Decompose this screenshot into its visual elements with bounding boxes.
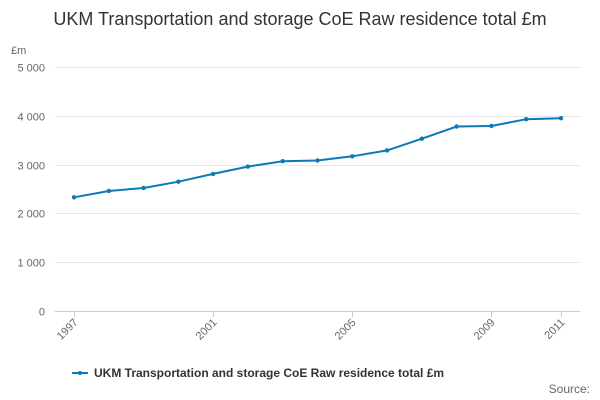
gridlines bbox=[55, 67, 580, 312]
data-point bbox=[245, 164, 251, 169]
data-point bbox=[106, 188, 112, 194]
legend-label: UKM Transportation and storage CoE Raw r… bbox=[94, 366, 445, 380]
legend-line-marker-icon bbox=[72, 367, 88, 379]
y-tick-label: 5 000 bbox=[17, 63, 45, 75]
series-line bbox=[73, 117, 562, 199]
data-point bbox=[141, 185, 146, 191]
source-label: Source: bbox=[548, 382, 590, 396]
legend[interactable]: UKM Transportation and storage CoE Raw r… bbox=[72, 366, 444, 380]
x-tick-label: 2001 bbox=[194, 317, 220, 343]
y-axis-unit-label: £m bbox=[11, 45, 27, 57]
x-tick-label: 2009 bbox=[472, 317, 498, 343]
data-point bbox=[384, 148, 390, 153]
chart-title: UKM Transportation and storage CoE Raw r… bbox=[53, 9, 547, 29]
data-point bbox=[454, 124, 459, 129]
data-point bbox=[176, 179, 181, 184]
data-point bbox=[524, 117, 529, 122]
data-point bbox=[280, 159, 285, 164]
series bbox=[71, 116, 564, 200]
y-tick-label: 0 bbox=[39, 307, 45, 319]
x-tick-label: 2011 bbox=[542, 317, 567, 342]
y-tick-label: 3 000 bbox=[17, 161, 45, 173]
y-tick-label: 2 000 bbox=[17, 209, 45, 221]
x-tick-label: 1997 bbox=[55, 317, 81, 343]
data-point bbox=[315, 158, 320, 163]
data-point bbox=[210, 171, 216, 177]
y-tick-label: 1 000 bbox=[17, 258, 45, 270]
data-point bbox=[558, 116, 564, 121]
axes: 0 1 000 2 000 3 000 4 000 5 000 1997 2001 2005 20… bbox=[17, 63, 567, 343]
x-tick-label: 2005 bbox=[333, 317, 359, 343]
data-point bbox=[71, 195, 77, 200]
data-point bbox=[489, 123, 494, 129]
data-point bbox=[419, 136, 425, 141]
y-tick-label: 4 000 bbox=[17, 112, 45, 124]
data-point bbox=[350, 154, 355, 159]
